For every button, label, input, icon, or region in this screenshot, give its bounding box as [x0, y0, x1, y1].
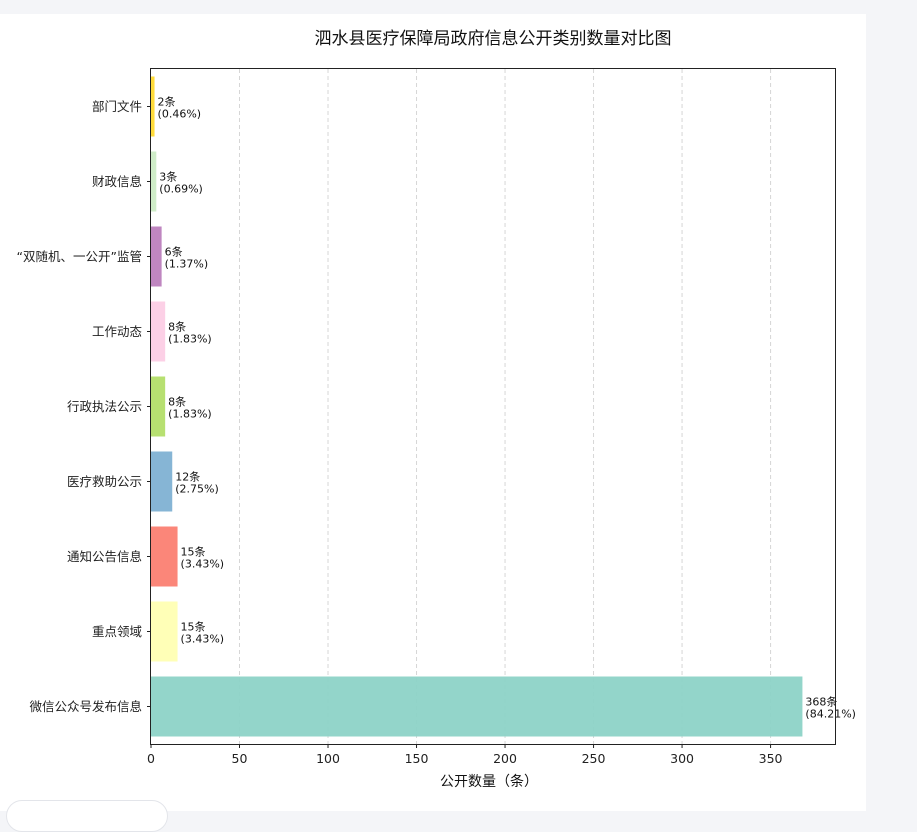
bar — [151, 376, 166, 437]
y-tick-label: “双随机、一公开”监管 — [17, 249, 142, 264]
x-tick-label: 150 — [405, 751, 429, 766]
y-tick-label: 财政信息 — [92, 174, 142, 189]
bar-percent-label: (1.37%) — [165, 258, 209, 271]
floating-pill[interactable] — [6, 800, 168, 832]
x-tick-label: 350 — [759, 751, 783, 766]
x-tick-label: 250 — [582, 751, 606, 766]
y-tick-label: 医疗救助公示 — [67, 474, 142, 489]
bar-value-label: 6条 — [165, 245, 183, 259]
bar-percent-label: (1.83%) — [168, 333, 212, 346]
x-tick-label: 200 — [493, 751, 517, 766]
x-tick-label: 50 — [232, 751, 248, 766]
x-tick-label: 100 — [316, 751, 340, 766]
bar-percent-label: (84.21%) — [805, 708, 856, 721]
chart-svg: 泗水县医疗保障局政府信息公开类别数量对比图 2条(0.46%) 3条(0.69%)… — [17, 29, 856, 790]
y-tick-label: 通知公告信息 — [67, 549, 142, 564]
bar-percent-label: (2.75%) — [175, 483, 219, 496]
bar-percent-label: (0.69%) — [159, 183, 203, 196]
bar — [151, 526, 178, 587]
bar-percent-label: (0.46%) — [158, 108, 202, 121]
y-tick-label: 重点领域 — [92, 624, 142, 639]
bar-percent-label: (3.43%) — [181, 633, 225, 646]
bar-percent-label: (1.83%) — [168, 408, 212, 421]
bar — [151, 451, 173, 512]
y-tick-label: 工作动态 — [92, 324, 142, 339]
bar — [151, 151, 157, 212]
bar — [151, 76, 155, 137]
x-tick-label: 300 — [670, 751, 694, 766]
bar-value-label: 3条 — [159, 170, 177, 184]
y-tick-label: 行政执法公示 — [67, 399, 142, 414]
bar-value-label: 15条 — [181, 620, 206, 634]
bar — [151, 226, 162, 287]
plot-frame — [150, 68, 836, 745]
bar — [151, 676, 803, 737]
bar-percent-label: (3.43%) — [181, 558, 225, 571]
bar-value-label: 2条 — [158, 95, 176, 109]
x-axis-label: 公开数量（条） — [440, 773, 538, 790]
bar-layer: 2条(0.46%)3条(0.69%)6条(1.37%)8条(1.83%)8条(1… — [151, 76, 856, 737]
y-tick-label: 部门文件 — [92, 99, 142, 114]
grid-layer — [239, 69, 772, 744]
bar-value-label: 15条 — [181, 545, 206, 559]
bar — [151, 601, 178, 662]
x-tick-label: 0 — [147, 751, 155, 766]
bar-value-label: 8条 — [168, 395, 186, 409]
chart-figure: 泗水县医疗保障局政府信息公开类别数量对比图 2条 (0.46%) 3条 (0.69%)… — [0, 14, 866, 811]
y-tick-label: 微信公众号发布信息 — [29, 699, 142, 714]
bar — [151, 301, 166, 362]
bar-value-label: 12条 — [175, 470, 200, 484]
chart-title: 泗水县医疗保障局政府信息公开类别数量对比图 — [315, 29, 672, 49]
bar-value-label: 8条 — [168, 320, 186, 334]
bar-value-label: 368条 — [805, 695, 837, 709]
